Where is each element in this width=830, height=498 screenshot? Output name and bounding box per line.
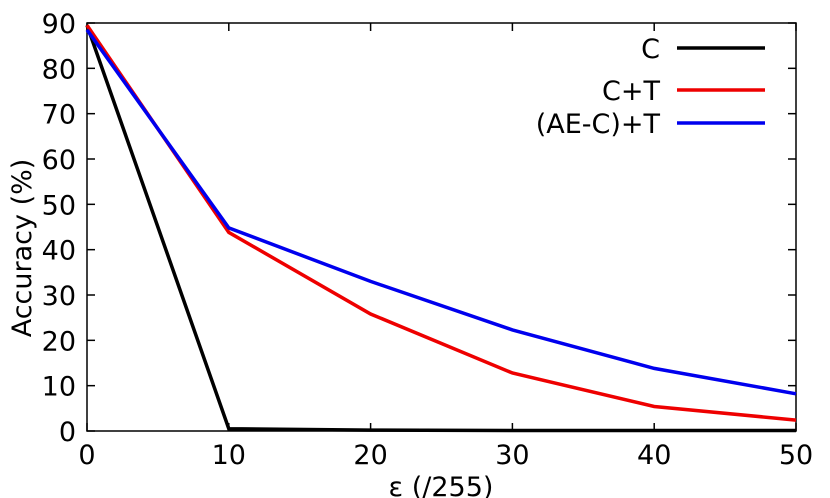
y-axis-label: Accuracy (%): [7, 159, 38, 338]
x-tick-label: 40: [637, 440, 671, 471]
x-tick-label: 10: [212, 440, 246, 471]
legend-label-2: (AE-C)+T: [536, 109, 661, 140]
y-tick-label: 80: [42, 54, 76, 85]
y-tick-label: 40: [42, 236, 76, 267]
series-lines: [85, 24, 797, 433]
y-tick-label: 90: [42, 9, 76, 40]
y-tick-label: 60: [42, 145, 76, 176]
series-line-0: [85, 24, 796, 433]
y-axis-ticks: 0 10 20 30 40 50 60 70 80 90: [42, 9, 796, 448]
y-tick-label: 30: [42, 281, 76, 312]
x-tick-label: 50: [779, 440, 813, 471]
plot-frame: [86, 22, 797, 432]
x-axis-label: ε (/255): [389, 472, 494, 498]
series-line-2: [85, 28, 797, 396]
y-tick-label: 70: [42, 100, 76, 131]
y-tick-label: 20: [42, 326, 76, 357]
legend-label-1: C+T: [602, 76, 660, 107]
x-axis-ticks: 0 10 20 30 40 50: [78, 23, 813, 471]
y-tick-label: 10: [42, 372, 76, 403]
series-line-1: [85, 24, 797, 422]
y-tick-label: 50: [42, 190, 76, 221]
y-tick-label: 0: [59, 417, 76, 448]
plot-border: [86, 22, 797, 432]
x-tick-label: 30: [495, 440, 529, 471]
legend-label-0: C: [641, 34, 660, 65]
x-tick-label: 0: [78, 440, 95, 471]
x-tick-label: 20: [353, 440, 387, 471]
legend: C C+T(AE-C)+T: [536, 34, 765, 140]
